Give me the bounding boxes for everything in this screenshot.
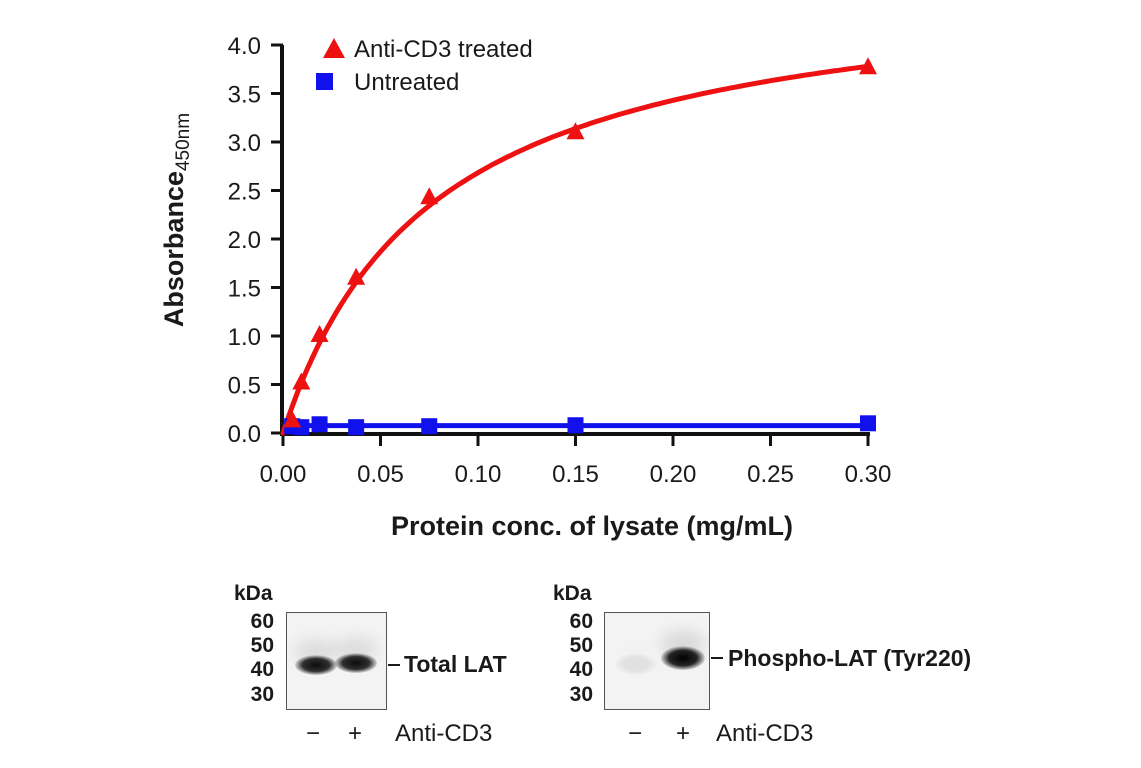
- treatment-label: Anti-CD3: [716, 720, 814, 747]
- fit-lines: [280, 63, 871, 436]
- blot-band: [615, 653, 657, 675]
- x-tick-label: 0.00: [260, 461, 307, 488]
- mw-marker: 50: [250, 634, 274, 657]
- anti-cd3-data-point: [292, 372, 311, 390]
- mw-marker: 30: [569, 683, 593, 706]
- band-label: Phospho-LAT (Tyr220): [728, 645, 972, 671]
- x-tick-label: 0.30: [845, 461, 892, 488]
- x-tick-label: 0.20: [650, 461, 697, 488]
- untreated-data-point: [860, 415, 876, 432]
- y-tick-label: 1.5: [228, 276, 261, 303]
- blot-band: [335, 653, 377, 673]
- legend-label-anti-cd3: Anti-CD3 treated: [354, 36, 533, 63]
- data-marks: [283, 57, 877, 436]
- blot-band: [295, 655, 337, 675]
- y-tick-label: 3.0: [228, 130, 261, 157]
- mw-marker: 40: [569, 658, 593, 681]
- lane-minus: −: [627, 720, 642, 747]
- x-axis-title: Protein conc. of lysate (mg/mL): [391, 511, 793, 541]
- y-tick-label: 3.5: [228, 82, 261, 109]
- lane-plus: +: [347, 720, 362, 747]
- mw-marker: 60: [250, 610, 274, 633]
- mw-marker: 50: [569, 634, 593, 657]
- x-tick-label: 0.15: [552, 461, 599, 488]
- legend-triangle-icon: [323, 38, 345, 58]
- kda-label: kDa: [553, 582, 592, 605]
- x-tick-label: 0.25: [747, 461, 794, 488]
- anti-cd3-fit-curve: [280, 63, 871, 436]
- treatment-label: Anti-CD3: [395, 720, 493, 747]
- mw-marker: 40: [250, 658, 274, 681]
- anti-cd3-data-point: [859, 57, 877, 75]
- anti-cd3-data-point: [283, 410, 302, 428]
- blot-band: [661, 646, 705, 670]
- y-tick-label: 2.0: [228, 227, 261, 254]
- untreated-data-point: [311, 416, 328, 433]
- band-label: Total LAT: [404, 651, 507, 677]
- anti-cd3-data-point: [420, 187, 439, 205]
- y-axis-title-subscript: 450nm: [173, 113, 194, 171]
- x-tick-label: 0.05: [357, 461, 404, 488]
- y-axis-title: Absorbance450nm: [159, 113, 194, 327]
- x-tick-label: 0.10: [455, 461, 502, 488]
- y-tick-label: 0.5: [228, 373, 261, 400]
- lane-minus: −: [305, 720, 320, 747]
- untreated-data-point: [348, 419, 365, 436]
- y-tick-label: 1.0: [228, 324, 261, 351]
- untreated-data-point: [567, 417, 584, 434]
- y-axis-title-main: Absorbance: [159, 171, 189, 327]
- chart-legend: Anti-CD3 treated Untreated: [316, 36, 533, 96]
- mw-marker: 60: [569, 610, 593, 633]
- y-tick-label: 2.5: [228, 179, 261, 206]
- legend-square-icon: [316, 73, 333, 90]
- legend-label-untreated: Untreated: [354, 69, 459, 96]
- band-marker-dash: [711, 657, 723, 659]
- y-tick-label: 0.0: [228, 421, 261, 448]
- blot-image: [286, 612, 387, 710]
- band-marker-dash: [388, 664, 400, 666]
- mw-marker: 30: [250, 683, 274, 706]
- anti-cd3-data-point: [310, 325, 329, 343]
- kda-label: kDa: [234, 582, 273, 605]
- untreated-data-point: [421, 418, 438, 435]
- absorbance-chart: 0.0 0.5 1.0 1.5 2.0 2.5 3.0 3.5 4.0 0.00 0.05 0.10 0…: [159, 33, 892, 541]
- chart-axes: 0.0 0.5 1.0 1.5 2.0 2.5 3.0 3.5 4.0 0.00 0.05 0.10 0…: [228, 33, 892, 488]
- lane-plus: +: [675, 720, 690, 747]
- y-tick-label: 4.0: [228, 33, 261, 60]
- anti-cd3-data-point: [566, 122, 585, 140]
- anti-cd3-data-point: [347, 267, 366, 285]
- blot-image: [604, 612, 710, 710]
